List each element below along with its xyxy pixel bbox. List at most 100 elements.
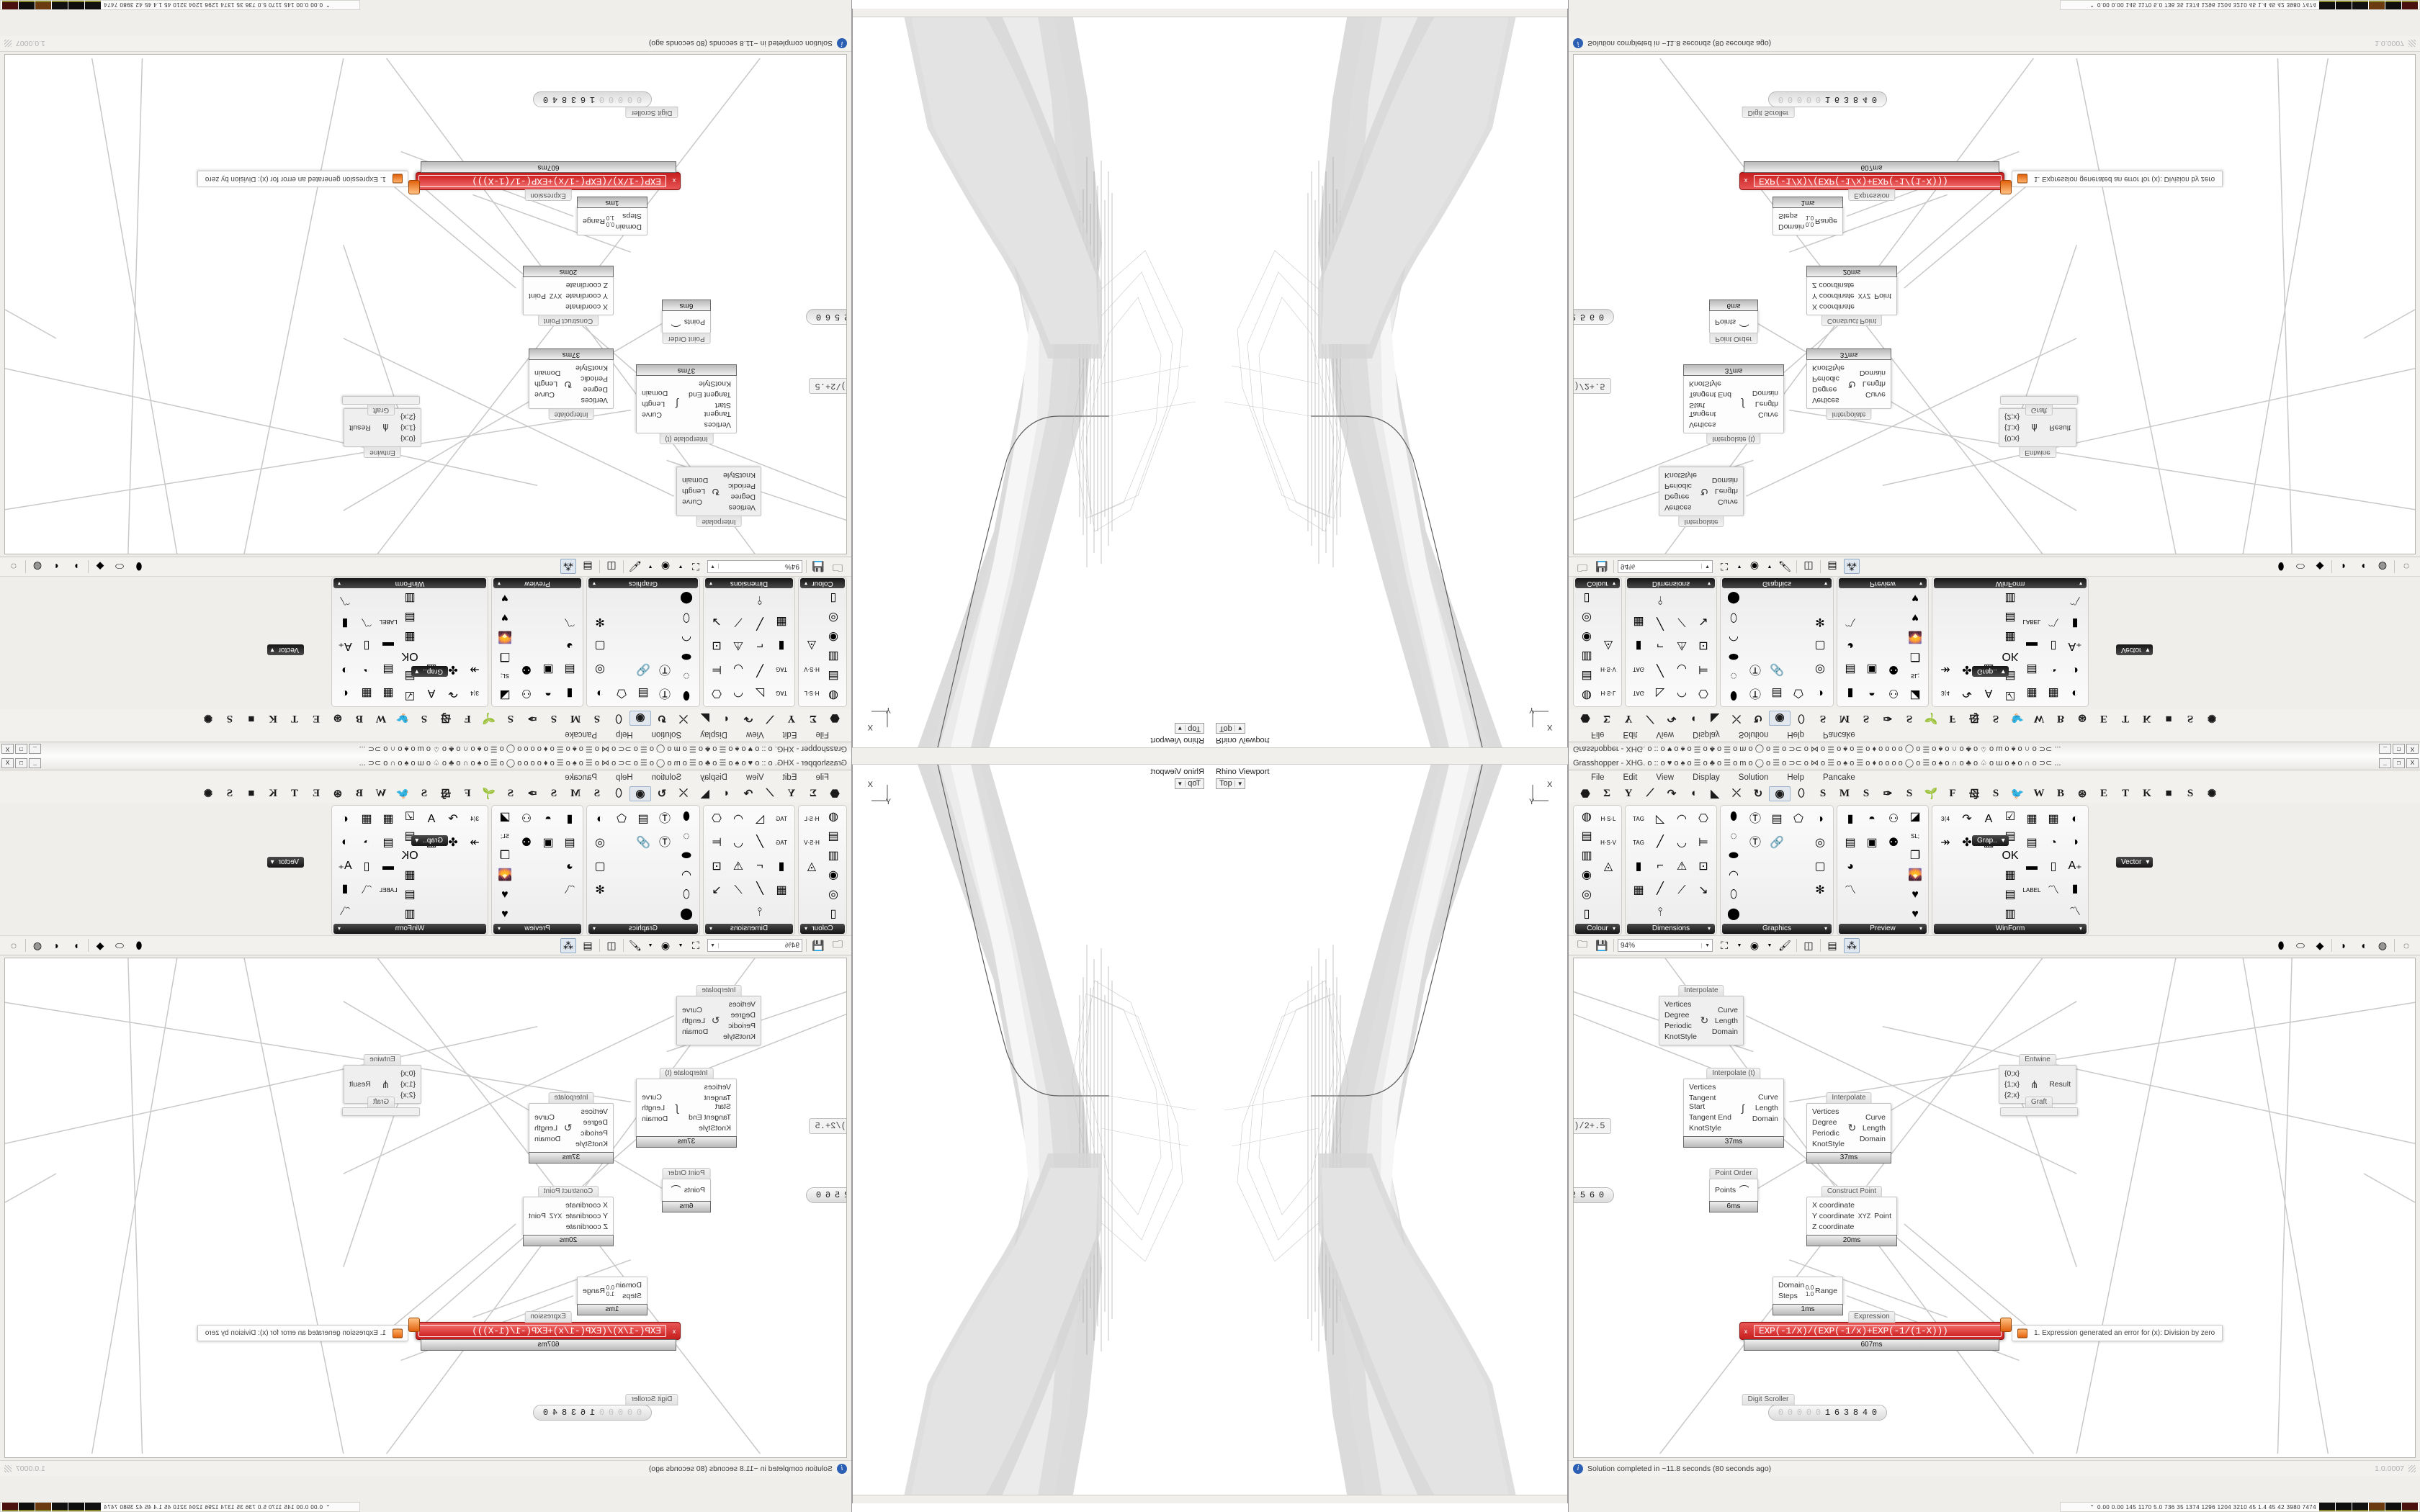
font-a-icon[interactable]: A xyxy=(1984,687,1993,699)
histogram-icon[interactable]: ▮ xyxy=(1847,687,1854,699)
line-dim-icon[interactable]: ╱ xyxy=(756,663,763,676)
b-icon[interactable]: B xyxy=(2056,787,2064,799)
m-icon[interactable]: M xyxy=(1839,787,1850,799)
magenta-balls-icon[interactable]: ⚉ xyxy=(521,663,532,675)
bake-outline-button[interactable]: ⬭ xyxy=(2296,561,2305,573)
input-port[interactable]: Steps xyxy=(622,212,642,220)
graft[interactable]: Graft xyxy=(342,1097,420,1116)
blue-square-icon[interactable]: ■ xyxy=(248,787,255,799)
blur-ellipse-icon[interactable]: ⬬ xyxy=(681,650,691,662)
chevron-down-icon[interactable]: ▼ xyxy=(710,942,719,948)
e-icon[interactable]: E xyxy=(2099,713,2107,725)
curve-dim-icon[interactable]: ◡ xyxy=(1677,663,1687,675)
scroller-digit[interactable]: 2 xyxy=(842,1190,847,1200)
menu-bar[interactable]: File Edit View Display Solution Help Pan… xyxy=(0,728,851,742)
flame-icon[interactable]: ◑ xyxy=(1816,687,1824,699)
scroller-digit[interactable]: 2 xyxy=(1573,312,1578,322)
mesh-icon[interactable]: ◣ xyxy=(701,712,709,724)
interpolate-1[interactable]: Interpolate Vertices Degree Periodic KnotSty… xyxy=(676,467,761,527)
output-port[interactable]: Domain xyxy=(1752,1114,1778,1123)
windows-taskbar-tray[interactable]: ⌃ 0.00 0.00 145 1170 5.0 736 35 1374 129… xyxy=(0,0,360,10)
curve-icon[interactable]: ↷ xyxy=(743,712,753,724)
colour-swatch-dark-icon[interactable]: ◎ xyxy=(828,888,838,901)
expression-bar[interactable]: x EXP(-1/X)/(EXP(-1/x)+EXP(-1/(1-X))) xyxy=(1739,1322,2004,1340)
error-flag-icon[interactable] xyxy=(408,180,420,194)
chevron-up-icon[interactable]: ⌃ xyxy=(326,1,331,9)
ribbon-group-label[interactable]: Graphics ▾ xyxy=(588,578,698,588)
digit-scroller-2[interactable]: 002560 xyxy=(806,1187,847,1203)
scroller-digit[interactable]: 4 xyxy=(552,1408,558,1418)
s2-icon[interactable]: S xyxy=(550,713,557,725)
digit-scroller-2[interactable]: 002560 xyxy=(1573,309,1614,325)
w-icon[interactable]: W xyxy=(375,713,387,725)
input-port[interactable]: Vertices xyxy=(581,396,608,405)
component-tab-row[interactable]: ⬣ Σ Y ⟋ ↷ ◖ ◣ ⤬ ↻ ◉ ⬯ S M S ✑ S 🌱 F ⺟ S 🐦 W B ⊛ E Ƭ K ■ S ✺ xyxy=(1569,784,2420,803)
input-port[interactable]: {1;x} xyxy=(400,423,416,432)
scroller-digit[interactable]: 8 xyxy=(561,94,568,104)
taskbar-thumbnail[interactable] xyxy=(19,1503,35,1511)
taskbar-thumbnail[interactable] xyxy=(2385,1503,2401,1511)
sets-icon[interactable]: Y xyxy=(1624,787,1633,799)
display-icon[interactable]: ◉ xyxy=(629,711,651,726)
close-button[interactable]: X xyxy=(2406,757,2419,768)
ribbon-group-label[interactable]: WinForm ▾ xyxy=(1934,578,2087,588)
creature-icon[interactable]: ⺟ xyxy=(1968,788,1980,801)
bake-grey-button[interactable]: ⬮ xyxy=(135,939,143,951)
scroller-digit[interactable]: 0 xyxy=(617,1408,624,1418)
input-port[interactable]: {2;x} xyxy=(2004,413,2020,421)
spider-icon[interactable]: ⊛ xyxy=(333,788,343,800)
menu-item-pancake[interactable]: Pancake xyxy=(565,730,597,739)
histogram-icon[interactable]: ▮ xyxy=(1847,813,1854,825)
dotted-circle-icon[interactable]: ◌ xyxy=(1730,830,1737,842)
zoom-extents-dropdown[interactable]: ▼ xyxy=(1736,942,1742,948)
checkbox-icon[interactable]: ☑ xyxy=(404,811,416,823)
colour-swatch-red-icon[interactable]: ◉ xyxy=(828,869,838,881)
wave-icon[interactable]: 〽 xyxy=(339,906,351,919)
vector-plant-icon[interactable]: ✤ xyxy=(1962,837,1972,849)
graph-plot-icon[interactable]: 〽 xyxy=(564,884,576,896)
legend-icon[interactable]: ▤ xyxy=(564,837,575,849)
input-port[interactable]: Degree xyxy=(1812,1118,1837,1127)
colour-stack-icon[interactable]: ▤ xyxy=(2026,663,2038,675)
colour-swatch-red-icon[interactable]: ◉ xyxy=(1582,631,1592,643)
menu-item-view[interactable]: View xyxy=(1656,773,1675,782)
zoom-extents-dropdown[interactable]: ▼ xyxy=(1736,564,1742,570)
expression-input-port[interactable]: x xyxy=(1744,177,1748,185)
open-file-button[interactable]: 🗀 xyxy=(833,562,843,574)
ring-icon[interactable]: ◠ xyxy=(1729,869,1739,881)
plant-icon[interactable]: ✺ xyxy=(203,712,213,724)
warning-dim-icon[interactable]: ⚠ xyxy=(732,639,744,652)
taskbar-thumbnail[interactable] xyxy=(2369,1503,2385,1511)
snowflake-icon[interactable]: ✻ xyxy=(595,616,605,628)
chevron-up-icon[interactable]: ⌃ xyxy=(2089,1503,2094,1511)
expression-input-field[interactable]: EXP(-1/X)/(EXP(-1/x)+EXP(-1/(1-X))) xyxy=(418,1325,666,1337)
magenta-balls-icon[interactable]: ⚉ xyxy=(1888,837,1899,849)
vector-icon[interactable]: ⟋ xyxy=(766,788,774,799)
vector-icon[interactable]: ⟋ xyxy=(1646,713,1654,724)
rounded-rect-icon[interactable]: ▢ xyxy=(1814,639,1826,652)
a-plus-icon[interactable]: A₊ xyxy=(338,859,352,872)
k-icon[interactable]: K xyxy=(2143,787,2151,799)
maths-icon[interactable]: Σ xyxy=(1603,787,1610,799)
canvas-toolbar[interactable]: 🗀 💾 94% ▼ ⛶ ▼ ◉ ▼ 🖌 ◫ ▤ ⁂ ⬮ ⬭ ◆ ◗ ◖ ◍ xyxy=(1569,557,2420,577)
chevron-down-icon[interactable]: ▼ xyxy=(1177,725,1186,732)
box-dim-icon[interactable]: ⊡ xyxy=(712,860,722,873)
output-port[interactable]: Curve xyxy=(1865,390,1886,400)
progress-icon[interactable]: ▬ xyxy=(2026,860,2038,873)
mesh-icon[interactable]: ◣ xyxy=(1711,788,1719,800)
output-port[interactable]: Domain xyxy=(682,476,709,485)
bake-outline-button[interactable]: ⬭ xyxy=(2296,939,2305,951)
input-port[interactable]: Vertices xyxy=(1664,1000,1692,1009)
component-ribbon[interactable]: ◍ ▤ ▥ ◉ ◎ ▯ H·S·L H·S·V ◬ Colour ▾ TAG TAG ▮ ▦ ◺ ╱ ⌐ ╱ ⫯ ◠ ◡ ⚠… xyxy=(0,803,851,935)
construct-point-body[interactable]: X coordinate Y coordinate Z coordinate XYZ P… xyxy=(1806,1197,1897,1236)
flame-icon[interactable]: ◑ xyxy=(596,813,604,825)
hsl-icon[interactable]: H·S·L xyxy=(804,816,820,822)
scroller-digit[interactable]: 0 xyxy=(627,1408,633,1418)
circle-split-icon[interactable]: ◐ xyxy=(2071,687,2079,700)
output-port[interactable]: Domain xyxy=(534,1134,561,1143)
input-port[interactable]: Degree xyxy=(1664,1011,1690,1020)
chevron-down-icon[interactable]: ▼ xyxy=(1234,725,1243,732)
w-icon[interactable]: W xyxy=(2033,713,2045,725)
colour-spectrum-icon[interactable]: ▯ xyxy=(830,592,837,604)
label-icon[interactable]: LABEL xyxy=(2022,887,2041,894)
